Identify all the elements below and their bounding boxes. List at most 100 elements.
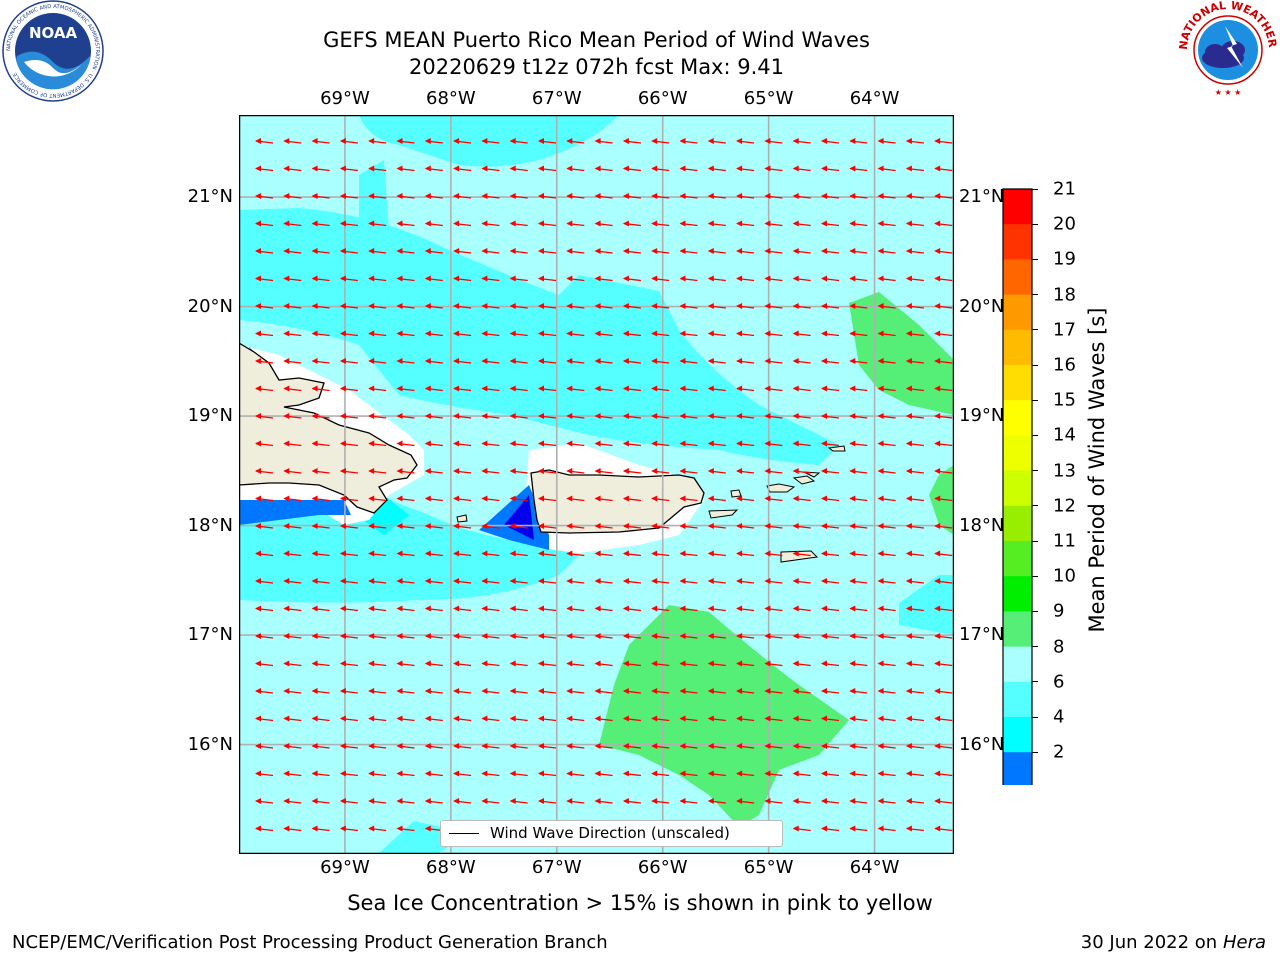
wind-arrow — [764, 550, 783, 557]
colorbar-swatch — [1003, 294, 1032, 331]
wind-arrow — [622, 743, 641, 749]
wind-arrow — [509, 330, 528, 337]
wind-arrow — [339, 385, 358, 392]
wind-arrow — [538, 220, 557, 227]
wind-arrow — [255, 138, 274, 144]
wind-arrow — [736, 468, 755, 474]
wind-arrow — [424, 358, 443, 364]
wind-arrow — [339, 660, 358, 667]
colorbar-swatch — [1003, 329, 1032, 366]
wind-arrow — [764, 248, 783, 254]
wind-arrow — [368, 495, 387, 502]
wind-arrow — [679, 248, 698, 254]
wind-arrow — [821, 743, 840, 749]
wind-arrow — [396, 330, 415, 337]
wind-arrow — [679, 193, 698, 199]
wind-arrow — [934, 385, 953, 392]
wind-arrow — [792, 193, 811, 199]
wind-arrow — [453, 715, 472, 722]
wind-arrow — [877, 633, 896, 639]
wind-arrow — [509, 660, 528, 667]
wind-arrow — [821, 578, 840, 584]
wind-arrow — [679, 550, 698, 557]
wind-arrow — [453, 798, 472, 804]
colorbar-tick-label: 4 — [1053, 706, 1065, 728]
colorbar-swatch — [1003, 470, 1032, 507]
wind-arrow — [481, 165, 500, 172]
chart-subtitle: 20220629 t12z 072h fcst Max: 9.41 — [409, 55, 784, 79]
wind-arrow — [368, 358, 387, 364]
wind-arrow — [424, 550, 443, 557]
wind-arrow — [311, 330, 330, 337]
wind-arrow — [453, 523, 472, 529]
wind-arrow — [792, 770, 811, 777]
wind-arrow — [368, 660, 387, 667]
wind-arrow — [255, 275, 274, 282]
colorbar-swatch — [1003, 717, 1032, 753]
wind-arrow — [905, 715, 924, 722]
wind-arrow — [707, 330, 726, 337]
wind-arrow — [594, 550, 613, 557]
wind-arrow — [792, 468, 811, 474]
wind-arrow — [453, 330, 472, 337]
wind-arrow — [934, 330, 953, 337]
wind-arrow — [255, 385, 274, 392]
colorbar-tick-mark — [1032, 575, 1038, 577]
wind-arrow — [651, 770, 670, 777]
colorbar-tick-label: 17 — [1053, 319, 1076, 341]
wind-arrow — [905, 633, 924, 639]
wind-arrow — [707, 275, 726, 282]
wind-arrow — [622, 385, 641, 392]
wind-arrow — [651, 688, 670, 694]
wind-arrow — [934, 248, 953, 254]
wind-arrow — [651, 440, 670, 447]
wind-arrow — [283, 660, 302, 667]
wind-arrow — [509, 303, 528, 309]
wind-arrow — [538, 193, 557, 199]
wind-arrow — [283, 303, 302, 309]
wind-arrow — [594, 715, 613, 722]
wind-arrow — [736, 303, 755, 309]
wind-arrow — [594, 440, 613, 447]
wind-arrow — [764, 605, 783, 612]
wind-arrow — [707, 440, 726, 447]
wind-arrow — [821, 523, 840, 529]
wind-arrow — [368, 770, 387, 777]
wind-arrow — [707, 468, 726, 474]
wind-arrow — [934, 495, 953, 502]
wind-arrow — [651, 330, 670, 337]
wind-arrow — [311, 468, 330, 474]
wind-arrow — [339, 523, 358, 529]
wind-arrow — [594, 605, 613, 612]
wind-arrow — [905, 440, 924, 447]
wind-arrow — [255, 688, 274, 694]
wind-arrow — [905, 495, 924, 502]
credit-text: NCEP/EMC/Verification Post Processing Pr… — [12, 932, 608, 953]
wind-arrow — [651, 578, 670, 584]
wind-arrow — [538, 743, 557, 749]
wind-arrow — [339, 220, 358, 227]
wind-arrow — [566, 330, 585, 337]
wind-arrow — [538, 688, 557, 694]
wind-arrow — [792, 165, 811, 172]
wind-arrow — [849, 770, 868, 777]
wind-arrow — [255, 413, 274, 419]
wind-arrow — [934, 468, 953, 474]
wind-arrow — [481, 303, 500, 309]
legend-label: Wind Wave Direction (unscaled) — [490, 824, 730, 842]
colorbar-tick-label: 12 — [1053, 495, 1076, 517]
wind-arrow — [905, 578, 924, 584]
wind-arrow — [396, 688, 415, 694]
wind-arrow — [594, 248, 613, 254]
wind-arrow — [311, 440, 330, 447]
colorbar-tick-mark — [1032, 681, 1038, 683]
wind-arrow — [283, 358, 302, 364]
wind-arrow — [821, 165, 840, 172]
lat-tick-label: 16°N — [187, 733, 233, 755]
wind-arrow — [849, 633, 868, 639]
colorbar-label: Mean Period of Wind Waves [s] — [1085, 307, 1109, 633]
chart-title: GEFS MEAN Puerto Rico Mean Period of Win… — [323, 28, 870, 52]
wind-arrow — [538, 165, 557, 172]
wind-arrow — [707, 413, 726, 419]
colorbar-tick-label: 14 — [1053, 424, 1076, 446]
